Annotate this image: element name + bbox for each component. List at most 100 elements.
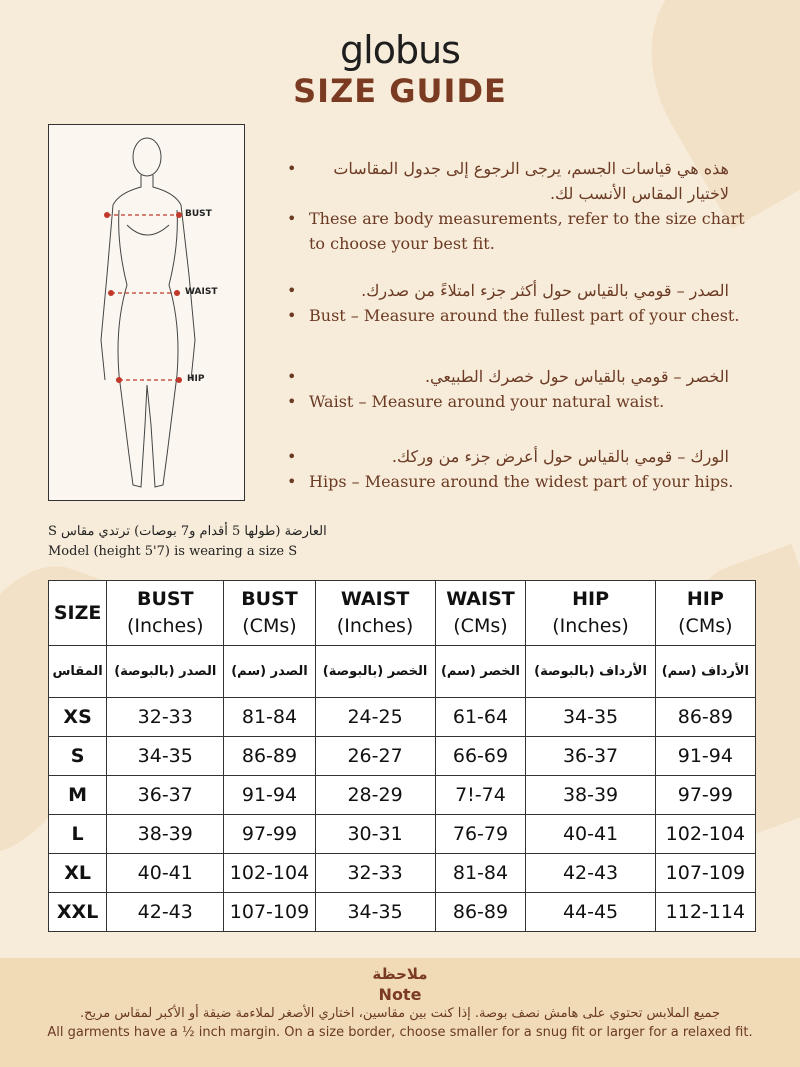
- table-cell: 26-27: [314, 736, 436, 776]
- table-cell: 76-79: [434, 814, 527, 854]
- table-cell: 86-89: [434, 892, 527, 932]
- column-header-unit: (Inches): [336, 615, 414, 637]
- table-cell: 34-35: [106, 736, 225, 776]
- table-row: S 34-35 86-89 26-27 66-69 36-37 91-94: [47, 736, 757, 776]
- column-header: WAIST (Inches): [314, 580, 436, 646]
- table-row: XL 40-41 102-104 32-33 81-84 42-43 107-109: [47, 853, 757, 893]
- column-header: BUST (CMs): [223, 580, 316, 646]
- table-cell: 38-39: [525, 775, 656, 815]
- size-cell: L: [47, 814, 108, 854]
- table-row: XXL 42-43 107-109 34-35 86-89 44-45 112-114: [47, 892, 757, 932]
- table-row: M 36-37 91-94 28-29 7!-74 38-39 97-99: [47, 775, 757, 815]
- note-title-ar: ملاحظة: [372, 965, 428, 983]
- table-cell: 42-43: [106, 892, 225, 932]
- column-header-label: BUST: [136, 588, 194, 610]
- table-cell: 34-35: [525, 697, 656, 737]
- instruction-ar: هذه هي قياسات الجسم، يرجى الرجوع إلى جدو…: [287, 156, 729, 206]
- table-cell: 81-84: [223, 697, 316, 737]
- size-chart-table: SIZE BUST (Inches) BUST (CMs) WAIST (Inches) WA…: [47, 580, 757, 932]
- table-cell: 86-89: [654, 697, 757, 737]
- instruction-en: These are body measurements, refer to th…: [285, 206, 745, 256]
- table-cell: 97-99: [223, 814, 316, 854]
- table-cell: 107-109: [654, 853, 757, 893]
- body-measurement-figure: BUST WAIST HIP: [48, 124, 245, 501]
- column-header-ar: الخصر (سم): [434, 645, 527, 698]
- body-outline-illustration: [100, 137, 196, 488]
- size-cell: XS: [47, 697, 108, 737]
- column-header-label: HIP: [572, 588, 609, 610]
- column-header-unit: (CMs): [453, 615, 508, 637]
- column-header-unit: (CMs): [242, 615, 297, 637]
- table-cell: 112-114: [654, 892, 757, 932]
- instruction-ar: الخصر – قومي بالقياس حول خصرك الطبيعي.: [287, 364, 729, 389]
- column-header-unit: (Inches): [126, 615, 204, 637]
- column-header-label: WAIST: [340, 588, 410, 610]
- table-cell: 102-104: [654, 814, 757, 854]
- table-cell: 91-94: [223, 775, 316, 815]
- measurement-instructions: هذه هي قياسات الجسم، يرجى الرجوع إلى جدو…: [285, 156, 745, 494]
- table-cell: 61-64: [434, 697, 527, 737]
- table-cell: 107-109: [223, 892, 316, 932]
- instruction-ar: الورك – قومي بالقياس حول أعرض جزء من ورك…: [287, 444, 729, 469]
- table-cell: 97-99: [654, 775, 757, 815]
- column-header-label: WAIST: [446, 588, 515, 610]
- column-header-label: SIZE: [53, 601, 102, 624]
- instruction-ar: الصدر – قومي بالقياس حول أكثر جزء امتلاء…: [287, 278, 729, 303]
- column-header: BUST (Inches): [106, 580, 225, 646]
- column-header: WAIST (CMs): [434, 580, 527, 646]
- column-header-unit: (CMs): [678, 615, 733, 637]
- table-cell: 36-37: [106, 775, 225, 815]
- table-cell: 32-33: [314, 853, 436, 893]
- column-header-ar: الصدر (سم): [223, 645, 316, 698]
- table-cell: 81-84: [434, 853, 527, 893]
- column-header-label: BUST: [241, 588, 298, 610]
- column-header: SIZE: [47, 580, 108, 646]
- column-header-label: HIP: [686, 588, 724, 610]
- note-title-en: Note: [378, 985, 422, 1004]
- table-cell: 40-41: [525, 814, 656, 854]
- column-header-ar: الأرداف (سم): [654, 645, 757, 698]
- column-header-ar: الخصر (بالبوصة): [314, 645, 436, 698]
- table-row: XS 32-33 81-84 24-25 61-64 34-35 86-89: [47, 697, 757, 737]
- note-text-en: All garments have a ½ inch margin. On a …: [47, 1025, 753, 1040]
- note-section: ملاحظة Note جميع الملابس تحتوي على هامش …: [0, 958, 800, 1067]
- table-cell: 32-33: [106, 697, 225, 737]
- table-cell: 30-31: [314, 814, 436, 854]
- table-cell: 66-69: [434, 736, 527, 776]
- table-row: L 38-39 97-99 30-31 76-79 40-41 102-104: [47, 814, 757, 854]
- table-cell: 91-94: [654, 736, 757, 776]
- instruction-en: Bust – Measure around the fullest part o…: [285, 303, 745, 328]
- column-header-ar: المقاس: [47, 645, 108, 698]
- instruction-en: Hips – Measure around the widest part of…: [285, 469, 745, 494]
- model-info-ar: العارضة (طولها 5 أقدام و7 بوصات) ترتدي م…: [48, 524, 327, 539]
- table-cell: 28-29: [314, 775, 436, 815]
- column-header: HIP (CMs): [654, 580, 757, 646]
- hip-label: HIP: [187, 374, 205, 384]
- column-header-unit: (Inches): [552, 615, 629, 637]
- size-cell: S: [47, 736, 108, 776]
- size-cell: M: [47, 775, 108, 815]
- table-cell: 36-37: [525, 736, 656, 776]
- page-title: SIZE GUIDE: [293, 72, 507, 110]
- note-text-ar: جميع الملابس تحتوي على هامش نصف بوصة. إذ…: [79, 1006, 721, 1021]
- model-info-en: Model (height 5'7) is wearing a size S: [48, 544, 298, 559]
- bust-label: BUST: [185, 209, 212, 219]
- instruction-en: Waist – Measure around your natural wais…: [285, 389, 745, 414]
- column-header-ar: الصدر (بالبوصة): [106, 645, 225, 698]
- table-cell: 40-41: [106, 853, 225, 893]
- waist-label: WAIST: [185, 287, 218, 297]
- arabic-header-row: المقاس الصدر (بالبوصة) الصدر (سم) الخصر (با…: [47, 645, 757, 698]
- table-cell: 44-45: [525, 892, 656, 932]
- table-cell: 86-89: [223, 736, 316, 776]
- size-cell: XXL: [47, 892, 108, 932]
- size-cell: XL: [47, 853, 108, 893]
- column-header: HIP (Inches): [525, 580, 656, 646]
- model-info: العارضة (طولها 5 أقدام و7 بوصات) ترتدي م…: [48, 522, 327, 562]
- table-cell: 24-25: [314, 697, 436, 737]
- table-cell: 34-35: [314, 892, 436, 932]
- table-cell: 7!-74: [434, 775, 527, 815]
- column-header-ar: الأرداف (بالبوصة): [525, 645, 656, 698]
- table-cell: 102-104: [223, 853, 316, 893]
- table-cell: 42-43: [525, 853, 656, 893]
- brand-logo: globus: [340, 28, 461, 72]
